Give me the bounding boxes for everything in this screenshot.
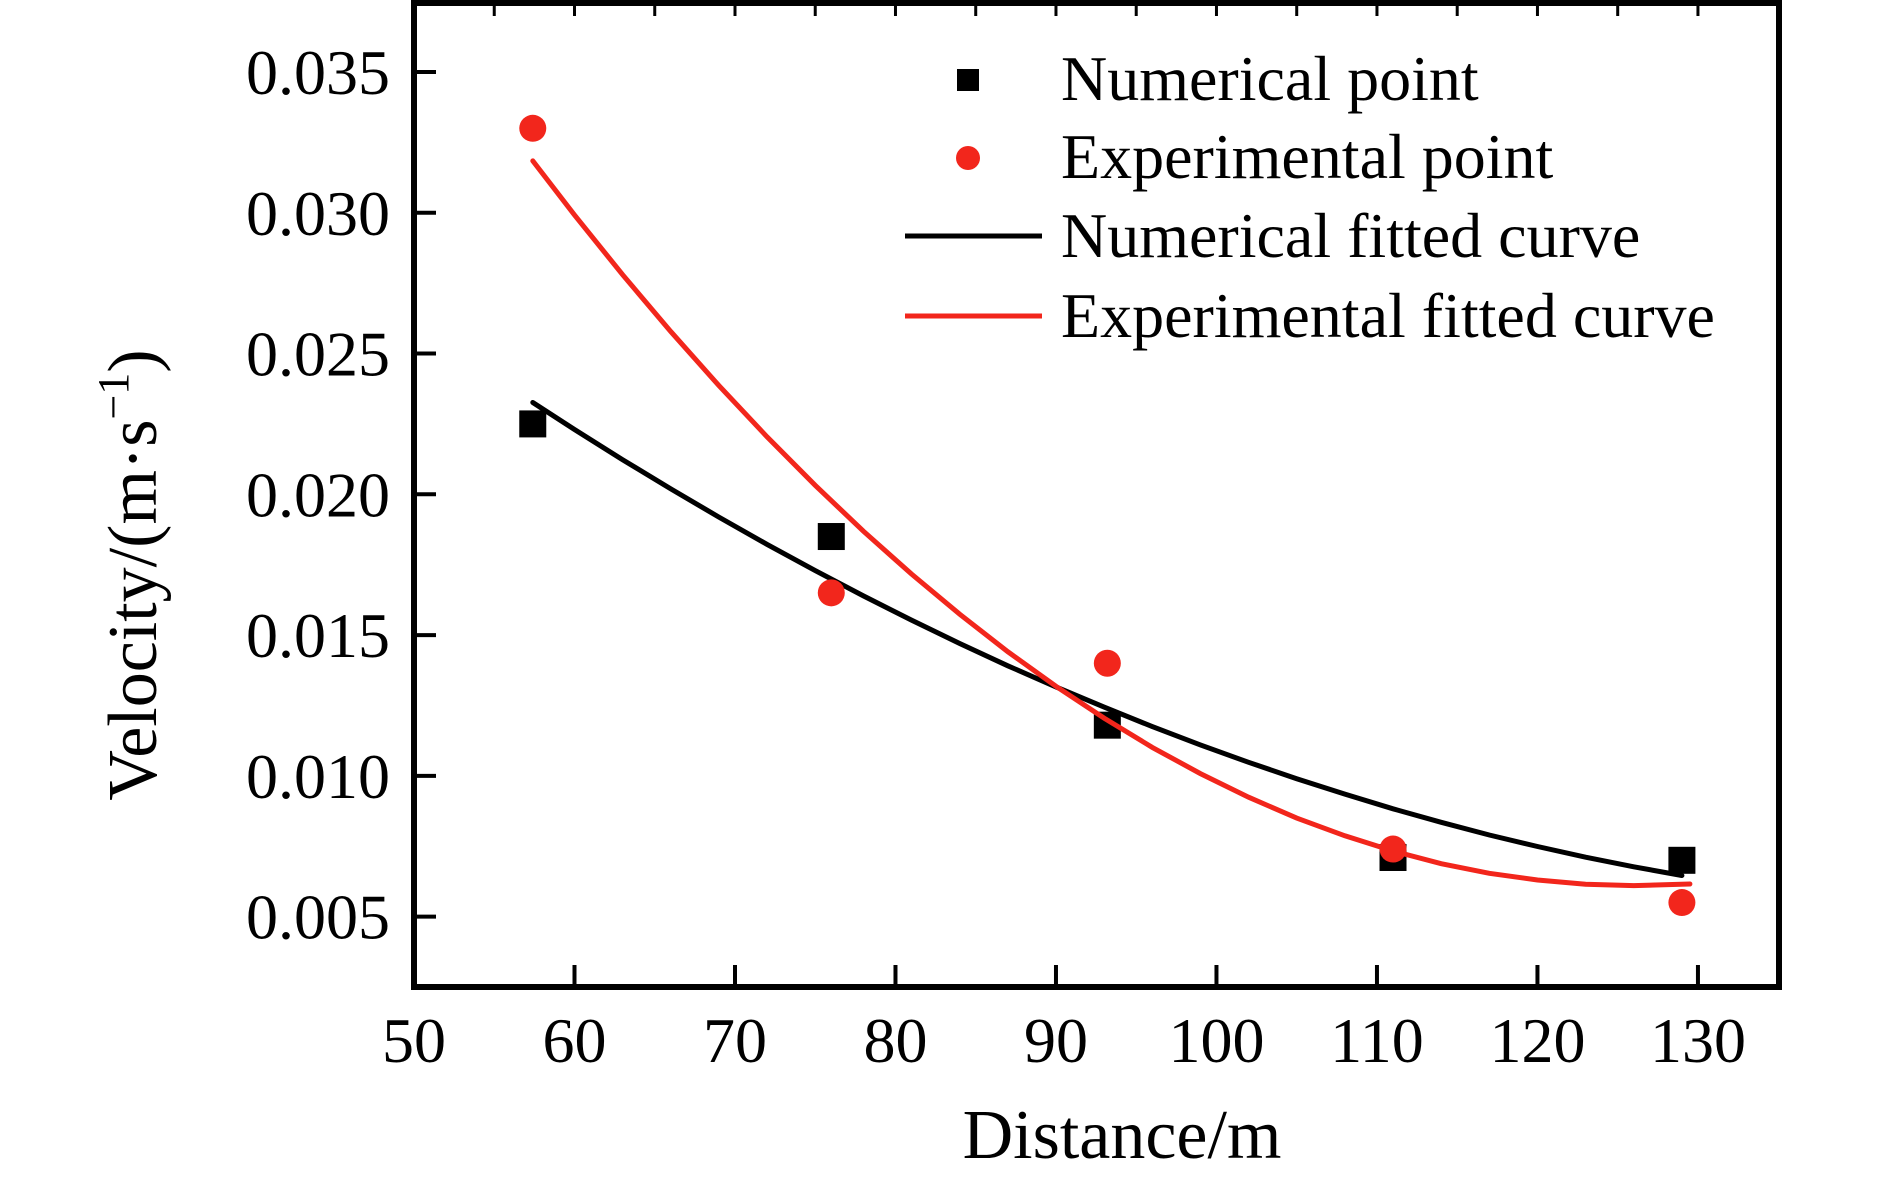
x-tick-label: 100 <box>1168 1005 1264 1076</box>
legend: Numerical point Experimental point Numer… <box>905 43 1715 351</box>
legend-circle-marker <box>956 146 980 170</box>
y-tick-label: 0.035 <box>246 37 390 108</box>
axis-ticks <box>412 3 1780 987</box>
numerical-point-marker <box>817 523 845 551</box>
experimental-point-marker <box>1093 649 1121 677</box>
y-axis-title-main: Velocity/(m·s <box>95 420 172 801</box>
numerical-point-marker <box>519 410 547 438</box>
legend-label-numerical-point: Numerical point <box>1061 43 1479 114</box>
y-tick-label: 0.015 <box>246 600 390 671</box>
numerical-fitted-curve <box>530 400 1685 878</box>
y-axis-title: Velocity/(m·s−1) <box>89 349 172 800</box>
axis-tick-labels: 50 60 70 80 90 100 110 120 130 0.005 0.010 0.015 0.0… <box>246 37 1746 1076</box>
experimental-fitted-curve <box>530 158 1693 889</box>
experimental-point-marker <box>519 114 547 142</box>
legend-label-experimental-point: Experimental point <box>1061 121 1554 192</box>
x-tick-label: 80 <box>863 1005 927 1076</box>
x-tick-label: 90 <box>1024 1005 1088 1076</box>
y-tick-label: 0.005 <box>246 882 390 953</box>
y-tick-label: 0.030 <box>246 178 390 249</box>
experimental-point-marker <box>1379 835 1407 863</box>
y-tick-label: 0.025 <box>246 319 390 390</box>
numerical-point-marker <box>1668 846 1696 874</box>
y-tick-label: 0.020 <box>246 459 390 530</box>
plot-marks <box>519 114 1696 917</box>
x-axis-title: Distance/m <box>963 1097 1282 1174</box>
x-tick-label: 50 <box>382 1005 446 1076</box>
y-axis-title-close: ) <box>95 349 172 372</box>
x-tick-label: 120 <box>1489 1005 1585 1076</box>
legend-label-numerical-fitted-curve: Numerical fitted curve <box>1061 200 1640 271</box>
y-tick-label: 0.010 <box>246 741 390 812</box>
x-tick-label: 110 <box>1330 1005 1424 1076</box>
x-tick-label: 130 <box>1650 1005 1746 1076</box>
x-tick-label: 70 <box>703 1005 767 1076</box>
experimental-point-marker <box>1668 889 1696 917</box>
legend-square-marker <box>957 69 979 91</box>
experimental-point-marker <box>817 579 845 607</box>
legend-label-experimental-fitted-curve: Experimental fitted curve <box>1061 280 1715 351</box>
x-tick-label: 60 <box>542 1005 606 1076</box>
y-axis-title-superscript: −1 <box>89 373 138 420</box>
